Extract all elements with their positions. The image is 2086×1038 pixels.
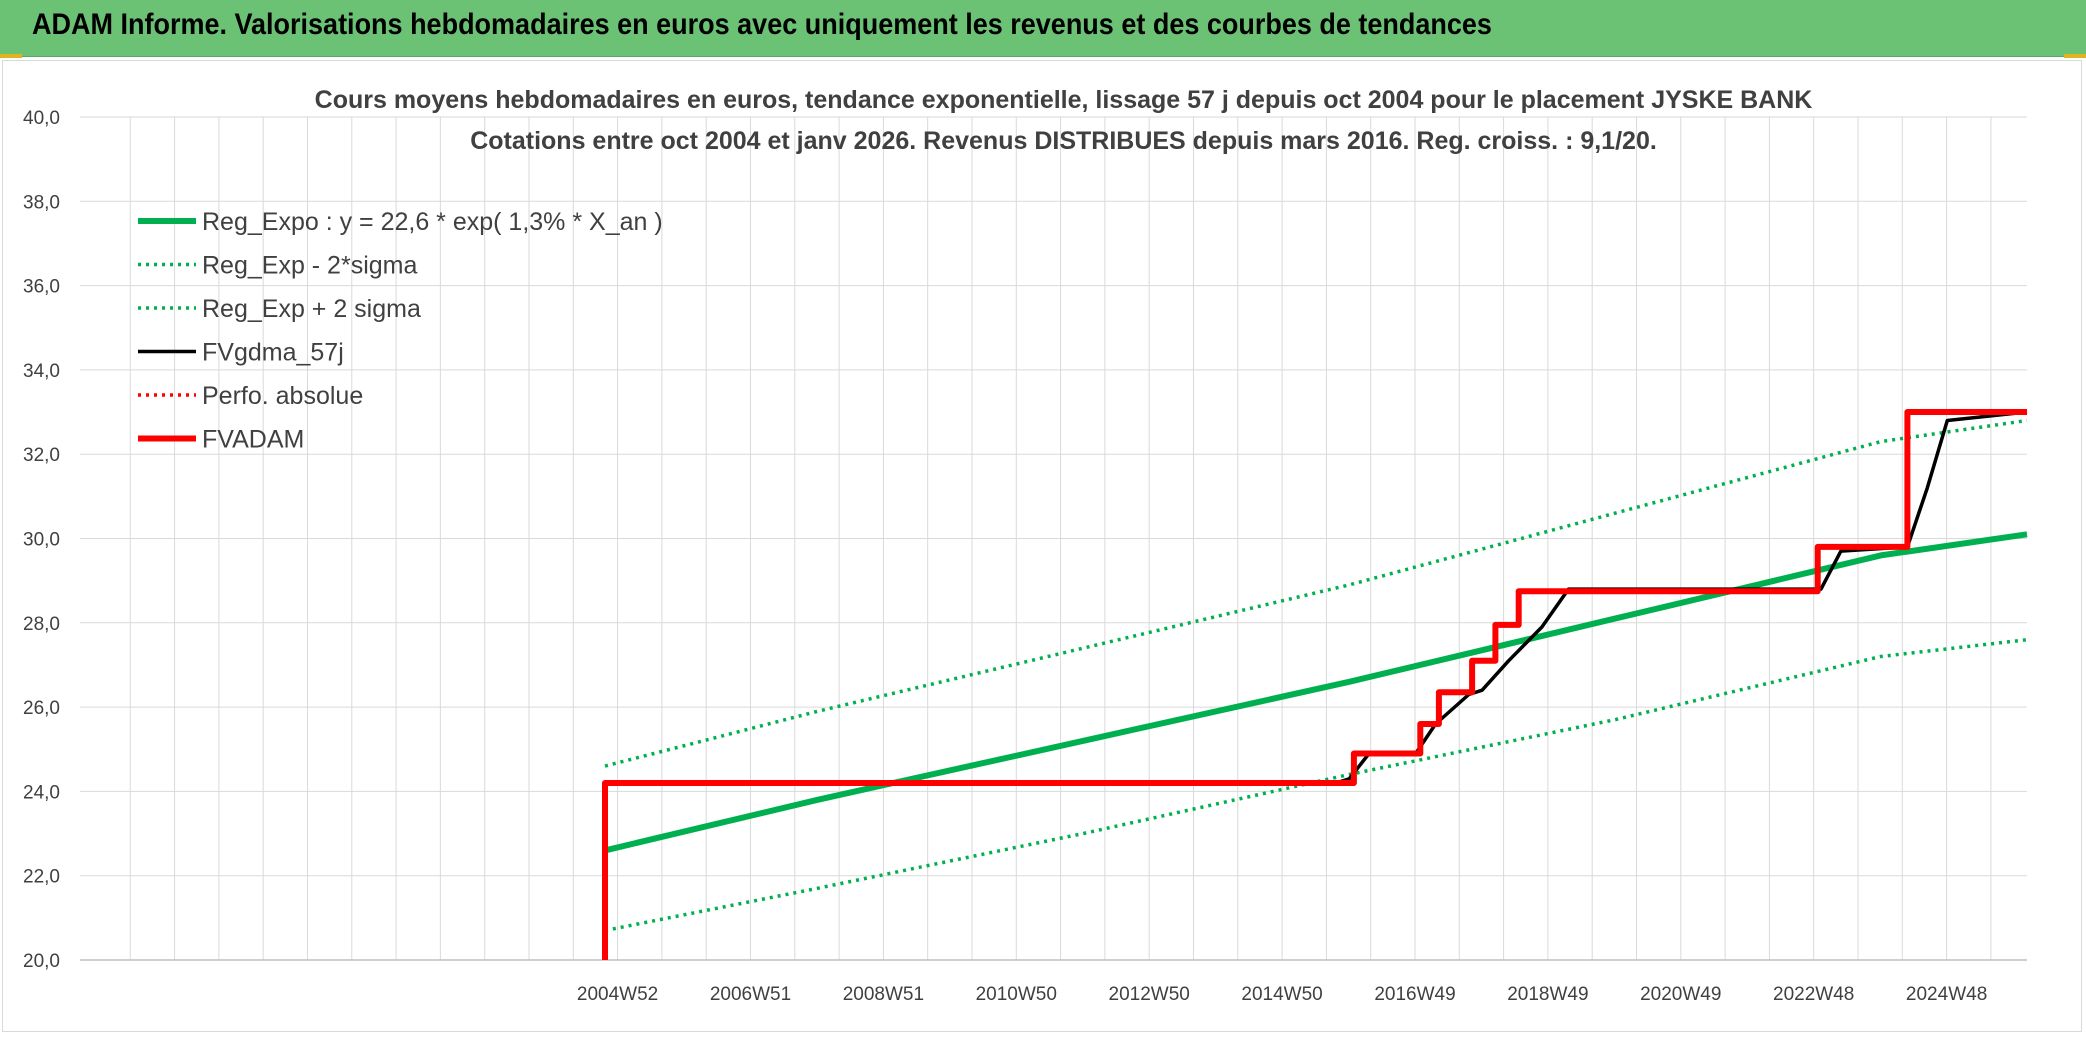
chart-axes: 20,0 22,0 24,0 26,0 28,0 30,0 32,0 34,0 36,0 38,0… — [23, 108, 2027, 1005]
x-tick-label: 2008W51 — [843, 984, 924, 1005]
series-line-4 — [602, 409, 2027, 960]
legend-label: FVADAM — [202, 426, 304, 454]
x-tick-label: 2022W48 — [1773, 984, 1854, 1005]
left-corner-accent — [0, 54, 22, 58]
series-line-1 — [604, 637, 2028, 933]
chart-legend: Reg_Expo : y = 22,6 * exp( 1,3% * X_an )… — [138, 208, 663, 454]
y-tick-label: 38,0 — [23, 192, 60, 213]
legend-label: Perfo. absolue — [202, 382, 363, 410]
report-title: ADAM Informe. Valorisations hebdomadaire… — [32, 8, 1492, 41]
y-tick-label: 40,0 — [23, 108, 60, 129]
x-tick-label: 2012W50 — [1109, 984, 1190, 1005]
y-tick-label: 28,0 — [23, 614, 60, 635]
y-tick-label: 30,0 — [23, 530, 60, 551]
y-tick-label: 22,0 — [23, 867, 60, 888]
chart-series — [602, 409, 2028, 960]
y-tick-label: 24,0 — [23, 782, 60, 803]
x-tick-label: 2018W49 — [1507, 984, 1588, 1005]
x-tick-label: 2004W52 — [577, 984, 658, 1005]
right-corner-accent — [2064, 54, 2086, 58]
y-tick-label: 26,0 — [23, 698, 60, 719]
report-header: ADAM Informe. Valorisations hebdomadaire… — [0, 0, 2086, 57]
legend-label: FVgdma_57j — [202, 339, 344, 367]
series-line-0 — [604, 531, 2028, 854]
y-tick-label: 34,0 — [23, 361, 60, 382]
x-tick-label: 2014W50 — [1241, 984, 1322, 1005]
chart-grid — [80, 116, 2027, 961]
x-tick-label: 2020W49 — [1640, 984, 1721, 1005]
legend-label: Reg_Expo : y = 22,6 * exp( 1,3% * X_an ) — [202, 208, 663, 236]
x-tick-label: 2016W49 — [1374, 984, 1455, 1005]
legend-label: Reg_Exp - 2*sigma — [202, 252, 417, 280]
y-tick-label: 32,0 — [23, 445, 60, 466]
chart-frame — [2, 60, 2082, 1032]
chart-title-line-2: Cotations entre oct 2004 et janv 2026. R… — [470, 127, 1657, 155]
legend-label: Reg_Exp + 2 sigma — [202, 295, 421, 323]
y-tick-label: 36,0 — [23, 277, 60, 298]
x-tick-label: 2006W51 — [710, 984, 791, 1005]
y-tick-label: 20,0 — [23, 951, 60, 972]
x-tick-label: 2010W50 — [976, 984, 1057, 1005]
series-line-3 — [605, 410, 2028, 785]
x-tick-label: 2024W48 — [1906, 984, 1987, 1005]
chart-title-line-1: Cours moyens hebdomadaires en euros, ten… — [315, 86, 1813, 114]
